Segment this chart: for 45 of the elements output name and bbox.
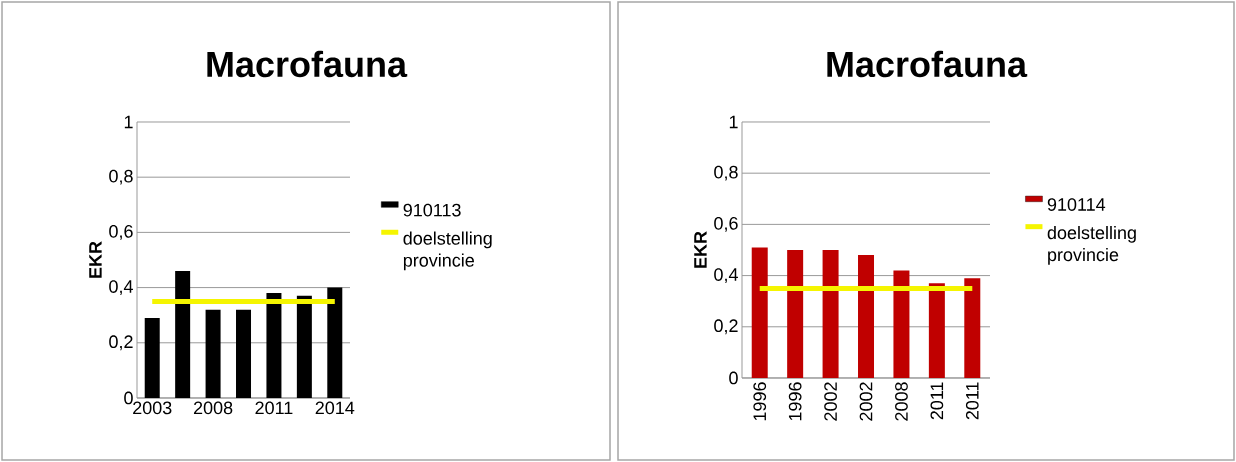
x-tick-label: 1996: [788, 382, 802, 421]
y-tick-label: 0,2: [714, 319, 738, 335]
bar: [327, 287, 343, 398]
y-axis-title: EKR: [89, 241, 102, 278]
bar: [787, 249, 804, 378]
bar: [751, 247, 768, 378]
bar: [175, 271, 191, 398]
legend-label: doelstelling provincie: [403, 231, 492, 271]
chart-title: Macrofauna: [827, 50, 1028, 78]
y-tick-label: 0: [729, 371, 738, 385]
y-tick-label: 0,4: [109, 280, 133, 296]
x-tick-label: 2011: [965, 382, 979, 420]
x-tick-label: 1996: [753, 382, 767, 421]
bar: [266, 293, 282, 398]
legend-label: doelstelling provincie: [1047, 225, 1136, 265]
bar: [144, 317, 160, 398]
y-axis-title: EKR: [694, 231, 707, 268]
x-tick-label: 2003: [133, 401, 172, 415]
y-tick-label: 0,6: [109, 224, 133, 240]
bar: [893, 270, 910, 378]
y-tick-label: 0,2: [109, 335, 133, 351]
x-tick-label: 2011: [930, 382, 944, 420]
y-tick-label: 0: [124, 391, 133, 405]
chart-title: Macrofauna: [207, 50, 408, 78]
legend-label: 910113: [403, 203, 461, 217]
bar: [236, 309, 252, 398]
x-tick-label: 2011: [255, 401, 293, 415]
y-tick-label: 0,6: [714, 216, 738, 232]
y-tick-label: 1: [729, 115, 738, 129]
bar: [296, 295, 312, 398]
x-tick-label: 2008: [193, 401, 233, 415]
legend-label: 910114: [1047, 198, 1106, 211]
bar: [205, 309, 221, 398]
x-tick-label: 2008: [895, 382, 908, 421]
y-tick-label: 0,8: [109, 169, 133, 185]
x-tick-label: 2002: [824, 382, 837, 421]
bar: [822, 249, 839, 378]
y-tick-label: 0,8: [714, 165, 738, 181]
bar: [928, 283, 945, 378]
y-tick-label: 1: [124, 115, 133, 129]
x-tick-label: 2002: [859, 382, 873, 421]
bar: [858, 255, 875, 378]
y-tick-label: 0,4: [714, 268, 738, 284]
bar: [964, 278, 981, 378]
x-tick-label: 2014: [315, 401, 355, 415]
